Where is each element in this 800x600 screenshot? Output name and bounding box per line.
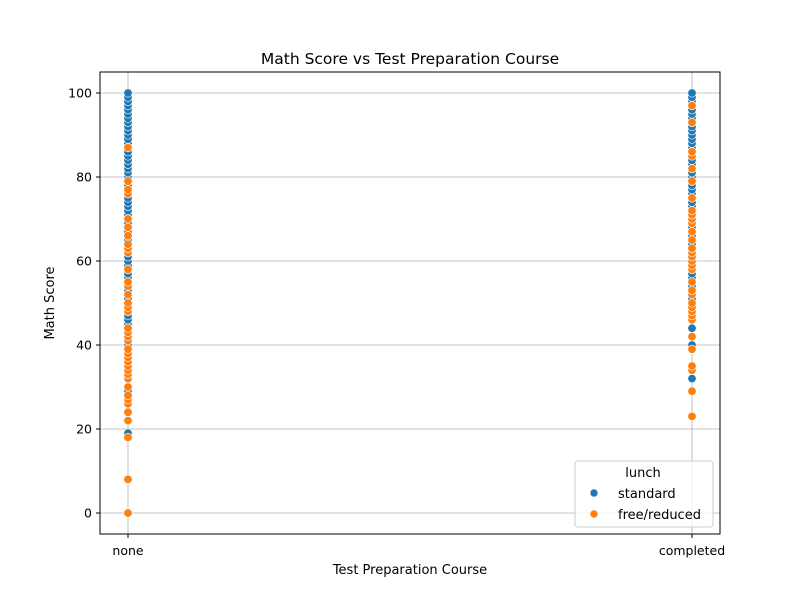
data-point-free-reduced <box>123 185 133 195</box>
data-point-free-reduced <box>123 298 133 308</box>
data-point-free-reduced <box>123 407 133 417</box>
y-tick-label: 100 <box>68 86 92 101</box>
data-point-free-reduced <box>123 323 133 333</box>
data-point-free-reduced <box>687 147 697 157</box>
x-axis-label: Test Preparation Course <box>332 563 487 578</box>
data-point-free-reduced <box>687 332 697 342</box>
data-point-free-reduced <box>687 285 697 295</box>
data-point-free-reduced <box>123 416 133 426</box>
data-point-free-reduced <box>687 298 697 308</box>
x-axis-ticks: none completed <box>112 534 725 558</box>
data-point-free-reduced <box>123 390 133 400</box>
legend-title: lunch <box>625 466 660 481</box>
data-point-free-reduced <box>687 386 697 396</box>
y-tick-label: 0 <box>84 506 92 521</box>
data-point-free-reduced <box>123 176 133 186</box>
data-point-free-reduced <box>123 382 133 392</box>
data-point-free-reduced <box>687 206 697 216</box>
data-point-free-reduced <box>687 164 697 174</box>
data-point-free-reduced <box>123 231 133 241</box>
data-point-free-reduced <box>687 227 697 237</box>
data-point-free-reduced <box>123 290 133 300</box>
data-point-free-reduced <box>687 243 697 253</box>
data-point-free-reduced <box>123 239 133 249</box>
legend-label-standard: standard <box>618 487 676 502</box>
y-tick-label: 20 <box>76 422 92 437</box>
data-point-free-reduced <box>123 508 133 518</box>
y-tick-label: 80 <box>76 170 92 185</box>
data-point-free-reduced <box>687 344 697 354</box>
legend-marker-standard <box>589 488 599 498</box>
data-point-free-reduced <box>123 344 133 354</box>
data-point-free-reduced <box>123 264 133 274</box>
data-point-free-reduced <box>687 117 697 127</box>
data-point-free-reduced <box>687 176 697 186</box>
y-axis-ticks: 0 20 40 60 80 100 <box>68 86 100 521</box>
data-point-free-reduced <box>687 235 697 245</box>
data-point-standard <box>687 323 697 333</box>
data-point-free-reduced <box>123 432 133 442</box>
x-tick-label: completed <box>659 543 725 558</box>
legend-marker-free-reduced <box>589 509 599 519</box>
data-point-free-reduced <box>687 411 697 421</box>
data-point-standard <box>687 88 697 98</box>
data-point-free-reduced <box>123 222 133 232</box>
data-point-free-reduced <box>123 214 133 224</box>
data-point-free-reduced <box>687 277 697 287</box>
chart-title: Math Score vs Test Preparation Course <box>261 50 559 68</box>
data-points <box>123 88 697 518</box>
legend: lunch standard free/reduced <box>574 460 714 528</box>
y-axis-label: Math Score <box>43 266 58 339</box>
data-point-standard <box>123 88 133 98</box>
data-point-free-reduced <box>687 101 697 111</box>
y-tick-label: 60 <box>76 254 92 269</box>
x-tick-label: none <box>112 543 143 558</box>
data-point-standard <box>687 374 697 384</box>
legend-label-free-reduced: free/reduced <box>618 508 701 523</box>
legend-box <box>574 460 714 528</box>
data-point-free-reduced <box>687 361 697 371</box>
data-point-free-reduced <box>123 143 133 153</box>
data-point-free-reduced <box>123 277 133 287</box>
data-point-free-reduced <box>687 193 697 203</box>
plot-frame <box>99 71 721 535</box>
y-tick-label: 40 <box>76 338 92 353</box>
data-point-free-reduced <box>123 474 133 484</box>
